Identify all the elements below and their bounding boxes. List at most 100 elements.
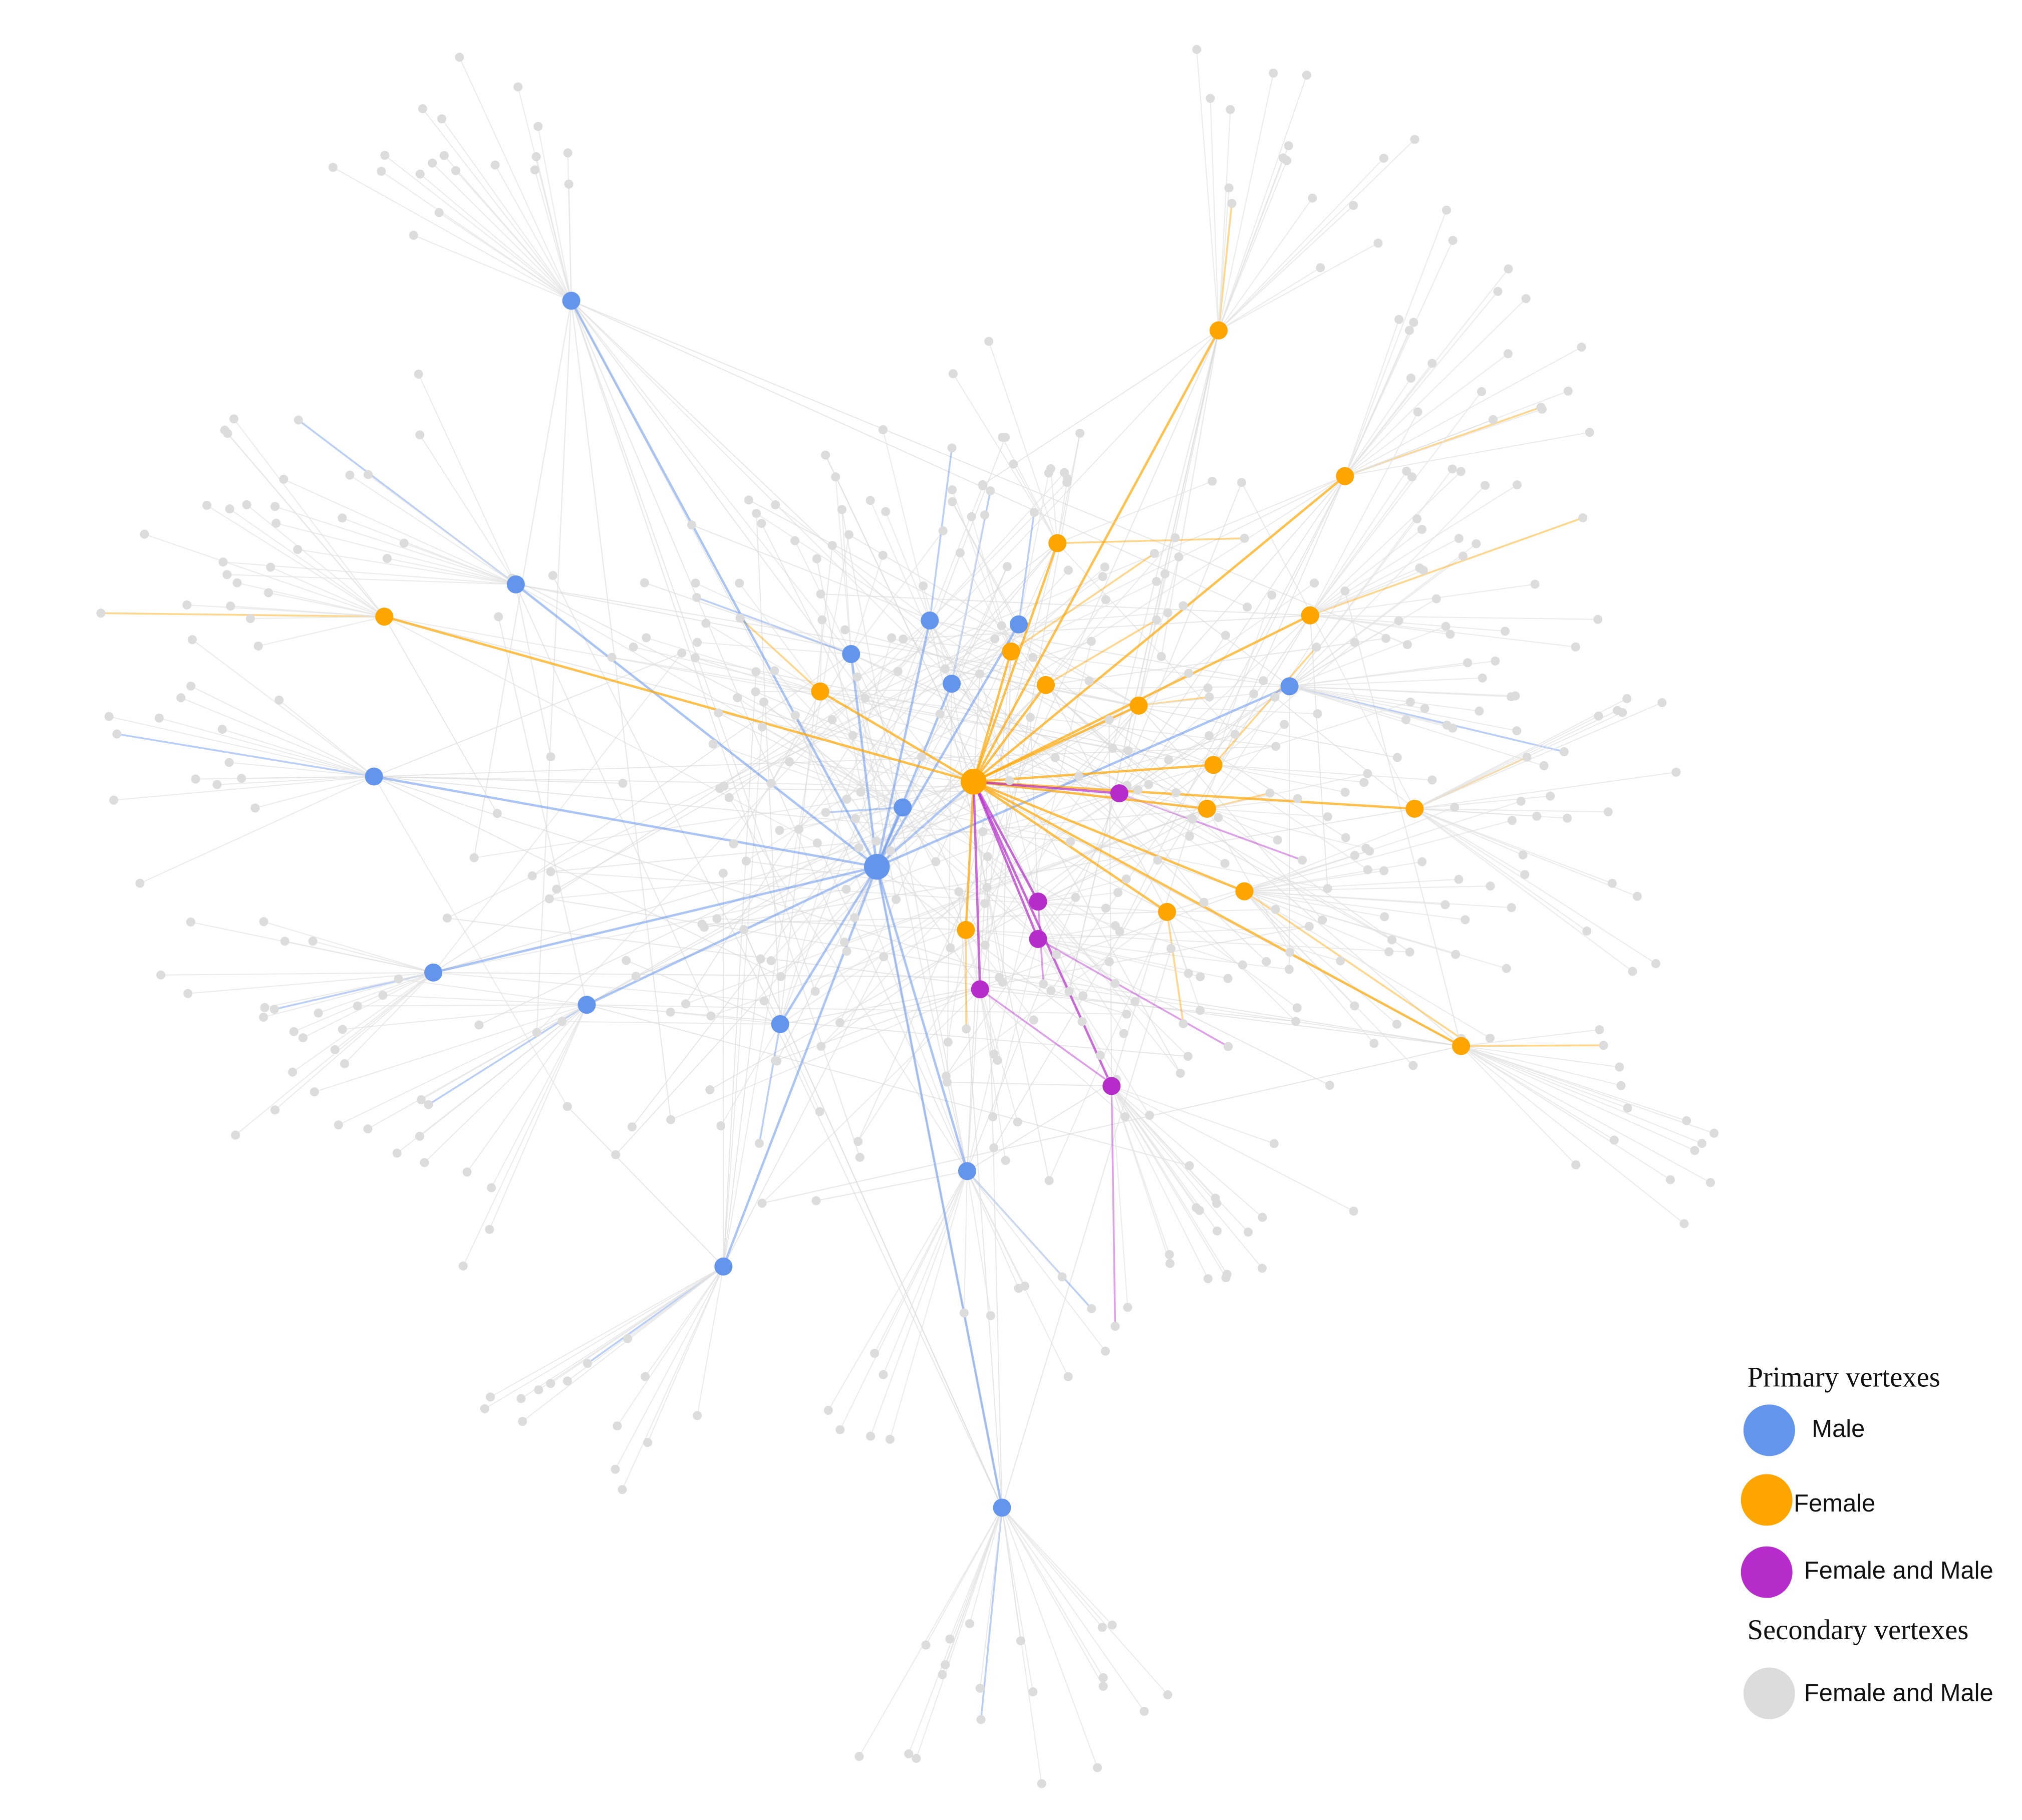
secondary-vertex [1478, 673, 1487, 683]
secondary-vertex [842, 794, 851, 804]
secondary-vertex [1394, 616, 1403, 626]
primary-vertex [943, 675, 961, 693]
secondary-vertex [1086, 637, 1096, 646]
primary-edge [973, 780, 1415, 810]
secondary-edge [729, 542, 1058, 798]
secondary-vertex [751, 687, 760, 697]
secondary-edge [967, 1170, 1019, 1289]
secondary-vertex [1304, 922, 1314, 931]
secondary-vertex [1585, 428, 1594, 437]
secondary-vertex [1160, 569, 1170, 578]
secondary-vertex [978, 827, 988, 836]
secondary-edge [1037, 939, 1083, 996]
secondary-edge [1461, 1045, 1620, 1068]
secondary-vertex [1456, 467, 1466, 476]
secondary-vertex [844, 530, 853, 539]
highlight-edge [980, 1507, 1003, 1720]
secondary-vertex [641, 1372, 650, 1381]
secondary-edge [647, 1266, 724, 1443]
secondary-vertex [1417, 857, 1427, 866]
highlight-edge [1110, 1086, 1116, 1327]
secondary-edge [1414, 808, 1613, 884]
secondary-vertex [1623, 1103, 1632, 1113]
secondary-vertex [613, 1421, 622, 1431]
secondary-edge [827, 1170, 968, 1411]
secondary-vertex [420, 1158, 429, 1167]
secondary-edge [1289, 677, 1483, 687]
secondary-vertex [993, 1056, 1002, 1065]
secondary-edge [1111, 1086, 1170, 1255]
secondary-vertex [1472, 539, 1481, 548]
secondary-vertex [1179, 1019, 1188, 1029]
secondary-vertex [1613, 706, 1622, 715]
secondary-edge [1218, 73, 1274, 331]
primary-vertex [957, 921, 975, 939]
secondary-edge [1461, 1029, 1600, 1047]
secondary-vertex [693, 638, 702, 647]
secondary-edge [384, 616, 853, 736]
secondary-vertex [293, 545, 303, 554]
secondary-vertex [697, 920, 707, 929]
secondary-vertex [823, 1406, 833, 1415]
secondary-vertex [1020, 1281, 1030, 1291]
secondary-edge [1167, 908, 1276, 913]
secondary-vertex [1133, 785, 1142, 795]
secondary-vertex [1488, 415, 1498, 424]
secondary-edge [695, 582, 851, 655]
secondary-edge [1001, 1507, 1169, 1695]
secondary-vertex [1214, 813, 1223, 822]
secondary-vertex [1039, 979, 1048, 989]
secondary-edge [374, 776, 1138, 791]
secondary-edge [562, 1021, 780, 1025]
secondary-vertex [518, 1417, 527, 1426]
secondary-vertex [1196, 972, 1205, 982]
highlight-edge [739, 617, 821, 692]
secondary-edge [1344, 291, 1499, 477]
secondary-vertex [1284, 141, 1293, 151]
secondary-edge [1461, 1045, 1621, 1086]
secondary-vertex [1615, 1062, 1624, 1072]
secondary-vertex [1461, 915, 1470, 925]
secondary-edge [534, 169, 572, 301]
secondary-edge [645, 1266, 724, 1377]
secondary-edge [1213, 764, 1345, 793]
secondary-vertex [424, 1100, 433, 1109]
secondary-edge [816, 842, 968, 1171]
secondary-vertex [1098, 1681, 1108, 1691]
secondary-vertex [1409, 318, 1418, 327]
primary-edge [374, 775, 878, 868]
secondary-edge [756, 513, 1208, 809]
secondary-vertex [1280, 720, 1289, 729]
secondary-vertex [739, 925, 749, 935]
secondary-vertex [1491, 656, 1500, 666]
secondary-vertex [1448, 464, 1457, 474]
secondary-vertex [1185, 831, 1194, 841]
secondary-vertex [827, 541, 837, 550]
secondary-edge [860, 620, 931, 792]
secondary-vertex [270, 1105, 280, 1115]
secondary-edge [979, 433, 1081, 990]
secondary-edge [1244, 890, 1375, 1044]
secondary-edge [1414, 795, 1551, 809]
secondary-vertex [919, 581, 928, 590]
primary-vertex [1336, 467, 1354, 485]
secondary-vertex [1205, 731, 1214, 740]
secondary-edge [396, 1004, 588, 1154]
secondary-vertex [854, 843, 863, 852]
secondary-edge [979, 989, 998, 1061]
primary-vertex [1209, 321, 1228, 340]
secondary-edge [737, 697, 903, 808]
secondary-vertex [1532, 811, 1542, 821]
secondary-edge [1001, 1507, 1042, 1784]
secondary-edge [1111, 1085, 1354, 1212]
secondary-vertex [1179, 601, 1188, 611]
legend-swatch [1741, 1474, 1793, 1526]
secondary-edge [1001, 1507, 1103, 1628]
secondary-vertex [298, 1033, 308, 1043]
secondary-vertex [1196, 1006, 1205, 1015]
secondary-edge [1414, 808, 1587, 932]
secondary-edge [1001, 1507, 1113, 1626]
secondary-edge [951, 683, 1159, 861]
secondary-edge [1309, 412, 1418, 616]
secondary-vertex [288, 1067, 298, 1077]
